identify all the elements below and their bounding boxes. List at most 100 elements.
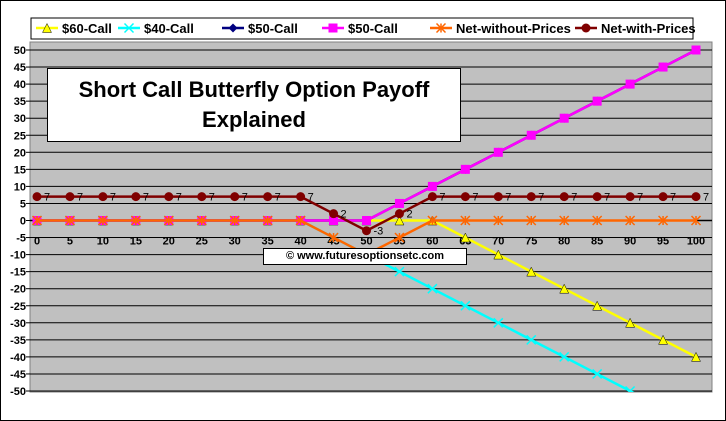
y-tick-label: 30	[14, 113, 26, 125]
marker-part	[42, 22, 52, 33]
marker-part	[493, 317, 504, 328]
data-label: 7	[176, 192, 182, 204]
marker	[592, 96, 602, 106]
marker-part	[32, 192, 42, 202]
marker-part	[559, 192, 569, 202]
y-tick-label: -50	[10, 386, 26, 398]
y-tick-label: -10	[10, 250, 26, 262]
x-tick-label: 10	[97, 236, 109, 248]
marker-part	[526, 334, 537, 345]
marker	[31, 215, 43, 226]
marker	[460, 192, 470, 202]
marker	[394, 232, 405, 243]
marker	[295, 215, 306, 226]
marker	[625, 215, 636, 226]
x-tick-label: 25	[196, 236, 208, 248]
marker-part	[493, 192, 503, 202]
marker	[625, 79, 635, 89]
marker	[493, 215, 504, 226]
y-tick-label: -5	[16, 233, 26, 245]
marker	[196, 215, 207, 226]
marker	[559, 113, 569, 123]
marker	[592, 368, 603, 379]
marker	[559, 351, 570, 362]
marker-part	[658, 192, 668, 202]
x-tick-label: 100	[687, 236, 705, 248]
x-tick-label: 60	[426, 236, 438, 248]
marker	[131, 192, 141, 202]
marker-part	[493, 147, 503, 157]
marker	[328, 232, 339, 243]
data-label: 7	[505, 192, 511, 204]
marker	[229, 215, 240, 226]
legend-label: $40-Call	[144, 21, 194, 36]
marker	[691, 351, 701, 362]
y-tick-label: 5	[20, 198, 26, 210]
marker-part	[427, 192, 437, 202]
marker-part	[658, 334, 668, 345]
marker	[625, 317, 636, 328]
marker	[581, 23, 591, 33]
marker	[329, 216, 339, 225]
marker-part	[559, 351, 570, 362]
marker	[427, 181, 437, 191]
data-label: 7	[308, 192, 314, 204]
y-tick-label: -25	[10, 301, 26, 313]
y-tick-label: 25	[14, 130, 26, 142]
data-label: 7	[538, 192, 544, 204]
marker-part	[691, 351, 701, 362]
legend-label: $50-Call	[248, 21, 298, 36]
marker-part	[394, 198, 404, 208]
y-tick-label: -40	[10, 352, 26, 364]
legend-label: Net-without-Prices	[456, 21, 571, 36]
marker-part	[658, 62, 668, 72]
marker	[394, 266, 405, 277]
marker	[493, 249, 504, 260]
marker	[526, 266, 537, 277]
marker-part	[164, 192, 174, 202]
marker	[592, 215, 603, 226]
data-label: 7	[209, 192, 215, 204]
marker-part	[526, 130, 536, 140]
marker	[362, 226, 371, 236]
marker-part	[559, 283, 570, 294]
x-tick-label: 70	[492, 236, 504, 248]
marker-part	[131, 192, 141, 202]
marker	[658, 334, 668, 345]
y-tick-label: -35	[10, 335, 26, 347]
marker	[526, 130, 536, 140]
marker	[526, 192, 536, 202]
marker	[559, 283, 570, 294]
x-tick-label: 20	[163, 236, 175, 248]
data-label: 7	[143, 192, 149, 204]
x-tick-label: 40	[294, 236, 306, 248]
data-label: 7	[472, 192, 478, 204]
x-tick-label: 30	[229, 236, 241, 248]
data-label: 7	[44, 192, 50, 204]
marker-part	[329, 209, 339, 219]
marker	[592, 300, 603, 311]
marker	[658, 215, 669, 226]
data-label: 7	[275, 192, 281, 204]
x-tick-label: 90	[624, 236, 636, 248]
legend-label: $50-Call	[348, 21, 398, 36]
x-tick-label: 80	[558, 236, 570, 248]
marker	[691, 45, 701, 55]
marker-part	[592, 96, 602, 106]
marker-part	[592, 300, 603, 311]
marker-part	[592, 192, 602, 202]
marker	[658, 62, 668, 72]
marker-part	[230, 192, 240, 202]
marker-part	[427, 181, 437, 191]
marker-part	[394, 209, 404, 219]
y-tick-label: -20	[10, 284, 26, 296]
marker-part	[625, 317, 636, 328]
marker-part	[691, 45, 701, 55]
marker	[64, 215, 75, 226]
marker	[329, 209, 339, 219]
marker	[427, 283, 438, 294]
marker	[526, 334, 537, 345]
marker	[130, 215, 141, 226]
legend-label: Net-with-Prices	[601, 21, 696, 36]
marker	[362, 216, 371, 225]
